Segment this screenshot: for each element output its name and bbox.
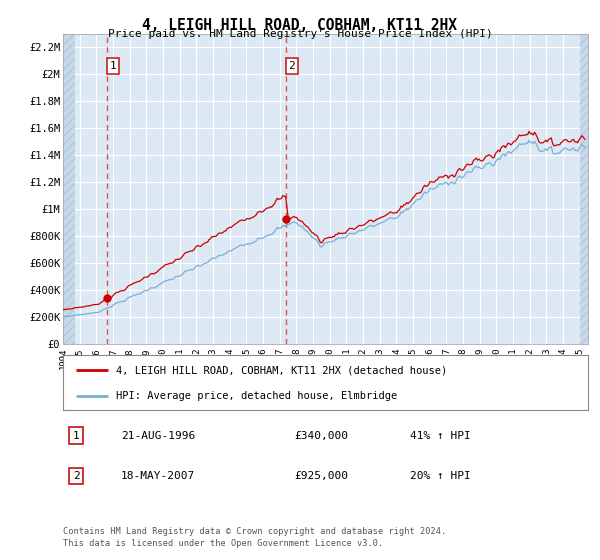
Text: 20% ↑ HPI: 20% ↑ HPI xyxy=(409,471,470,481)
Text: 41% ↑ HPI: 41% ↑ HPI xyxy=(409,431,470,441)
Text: 18-MAY-2007: 18-MAY-2007 xyxy=(121,471,195,481)
Text: 2: 2 xyxy=(289,61,295,71)
Text: 4, LEIGH HILL ROAD, COBHAM, KT11 2HX: 4, LEIGH HILL ROAD, COBHAM, KT11 2HX xyxy=(143,18,458,33)
Text: Contains HM Land Registry data © Crown copyright and database right 2024.
This d: Contains HM Land Registry data © Crown c… xyxy=(63,527,446,548)
Text: £925,000: £925,000 xyxy=(294,471,348,481)
Text: 1: 1 xyxy=(73,431,79,441)
Text: HPI: Average price, detached house, Elmbridge: HPI: Average price, detached house, Elmb… xyxy=(115,391,397,401)
Bar xyxy=(63,34,74,344)
Bar xyxy=(580,34,588,344)
Text: £340,000: £340,000 xyxy=(294,431,348,441)
Text: 1: 1 xyxy=(110,61,116,71)
Text: 21-AUG-1996: 21-AUG-1996 xyxy=(121,431,195,441)
Text: 4, LEIGH HILL ROAD, COBHAM, KT11 2HX (detached house): 4, LEIGH HILL ROAD, COBHAM, KT11 2HX (de… xyxy=(115,366,447,375)
Text: 2: 2 xyxy=(73,471,79,481)
Text: Price paid vs. HM Land Registry's House Price Index (HPI): Price paid vs. HM Land Registry's House … xyxy=(107,29,493,39)
